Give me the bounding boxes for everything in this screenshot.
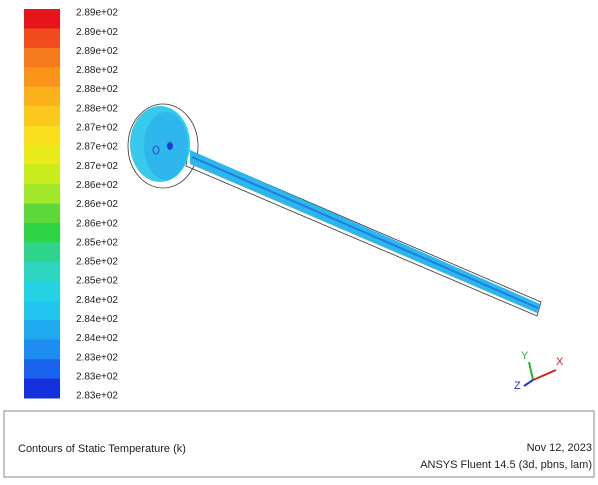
colorbar-label: 2.86e+02 — [76, 199, 118, 210]
color-band — [24, 87, 60, 107]
axis-triad: Y X Z — [514, 350, 564, 392]
colorbar-label: 2.84e+02 — [76, 295, 118, 306]
fluent-viewport: 2.89e+02 2.89e+02 2.89e+02 2.88e+02 2.88e+02… — [0, 0, 598, 480]
color-band — [24, 145, 60, 165]
colorbar-label: 2.87e+02 — [76, 161, 118, 172]
disk-rim — [144, 112, 188, 180]
colorbar-label: 2.84e+02 — [76, 314, 118, 325]
colorbar-label: 2.88e+02 — [76, 103, 118, 114]
color-band — [24, 281, 60, 301]
color-band — [24, 165, 60, 185]
colorbar-label: 2.87e+02 — [76, 142, 118, 153]
colorbar-label: 2.86e+02 — [76, 218, 118, 229]
color-band — [24, 48, 60, 68]
footer-version: ANSYS Fluent 14.5 (3d, pbns, lam) — [420, 459, 592, 471]
color-band — [24, 340, 60, 360]
colorbar — [24, 9, 60, 399]
stem-shade — [192, 157, 538, 308]
triad-y-axis — [529, 362, 533, 380]
triad-x-axis — [533, 370, 556, 380]
color-band — [24, 379, 60, 399]
colorbar-label: 2.88e+02 — [76, 65, 118, 76]
colorbar-label: 2.84e+02 — [76, 333, 118, 344]
footer-title: Contours of Static Temperature (k) — [18, 443, 186, 455]
model — [128, 104, 541, 316]
color-band — [24, 67, 60, 87]
colorbar-label: 2.88e+02 — [76, 84, 118, 95]
color-band — [24, 223, 60, 243]
color-band — [24, 242, 60, 262]
color-band — [24, 9, 60, 29]
triad-x-label: X — [556, 356, 564, 368]
colorbar-label: 2.85e+02 — [76, 276, 118, 287]
color-band — [24, 262, 60, 282]
color-band — [24, 204, 60, 224]
triad-z-label: Z — [514, 380, 521, 392]
color-band — [24, 126, 60, 146]
color-band — [24, 106, 60, 126]
color-band — [24, 301, 60, 321]
colorbar-label: 2.85e+02 — [76, 237, 118, 248]
colorbar-label: 2.86e+02 — [76, 180, 118, 191]
colorbar-label: 2.89e+02 — [76, 27, 118, 38]
colorbar-label: 2.83e+02 — [76, 371, 118, 382]
colorbar-label: 2.89e+02 — [76, 46, 118, 57]
colorbar-label: 2.89e+02 — [76, 8, 118, 19]
colorbar-label: 2.83e+02 — [76, 352, 118, 363]
triad-y-label: Y — [521, 350, 529, 362]
colorbar-labels: 2.89e+02 2.89e+02 2.89e+02 2.88e+02 2.88e+02… — [76, 8, 118, 402]
colorbar-label: 2.83e+02 — [76, 391, 118, 402]
colorbar-label: 2.85e+02 — [76, 257, 118, 268]
footer-date: Nov 12, 2023 — [527, 442, 592, 454]
color-band — [24, 359, 60, 379]
color-band — [24, 320, 60, 340]
color-band — [24, 28, 60, 48]
triad-z-axis — [524, 380, 533, 386]
color-band — [24, 184, 60, 204]
disk-center — [167, 142, 173, 150]
colorbar-label: 2.87e+02 — [76, 123, 118, 134]
